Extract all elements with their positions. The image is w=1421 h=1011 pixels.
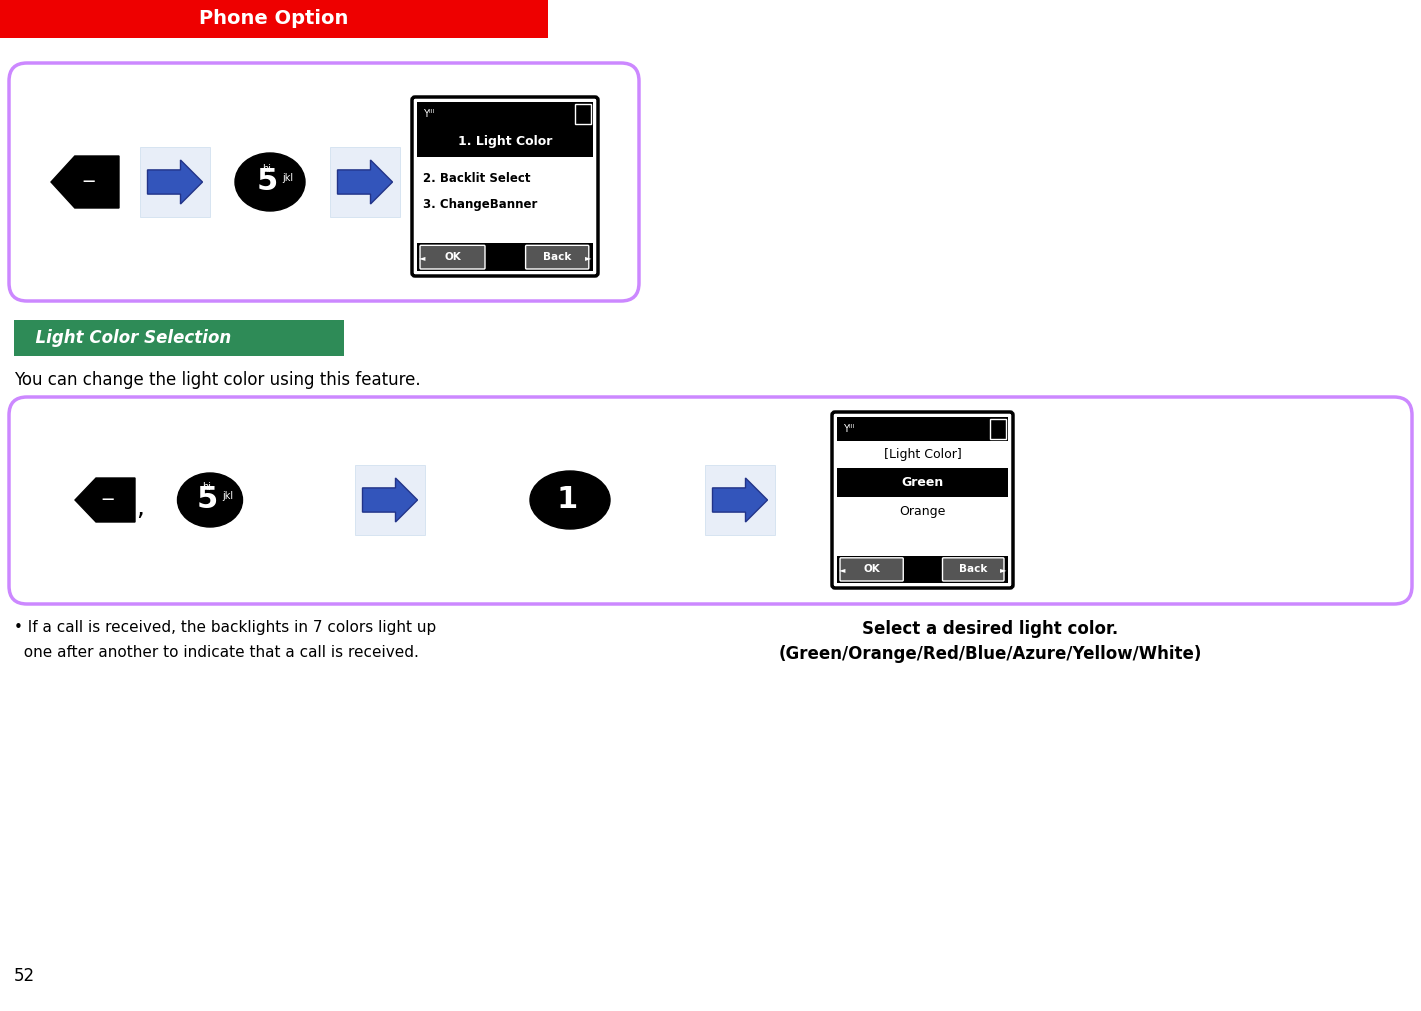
Text: Phone Option: Phone Option [199,9,348,28]
Polygon shape [51,156,119,208]
FancyBboxPatch shape [416,102,593,126]
Text: ►: ► [584,253,591,262]
Text: [Light Color]: [Light Color] [884,448,962,461]
Text: 3. ChangeBanner: 3. ChangeBanner [423,197,537,210]
Text: Orange: Orange [899,504,946,518]
FancyBboxPatch shape [837,417,1007,441]
Ellipse shape [178,473,243,527]
FancyBboxPatch shape [837,468,1007,496]
Polygon shape [75,478,135,522]
Text: —: — [82,176,95,188]
Text: 5: 5 [256,168,277,196]
Text: 1. Light Color: 1. Light Color [458,135,553,149]
Text: ◄: ◄ [838,565,845,574]
Text: hi: hi [263,164,271,174]
FancyBboxPatch shape [416,244,593,271]
Text: 52: 52 [14,967,36,985]
Text: Back: Back [959,564,988,574]
FancyBboxPatch shape [330,147,399,217]
Text: ,: , [136,496,144,520]
FancyBboxPatch shape [840,558,904,581]
FancyBboxPatch shape [576,104,591,124]
Text: • If a call is received, the backlights in 7 colors light up: • If a call is received, the backlights … [14,620,436,635]
FancyBboxPatch shape [412,97,598,276]
Text: Green: Green [901,476,944,489]
Text: 2. Backlit Select: 2. Backlit Select [423,172,530,185]
Text: ◄: ◄ [419,253,425,262]
FancyBboxPatch shape [705,465,774,535]
FancyBboxPatch shape [416,126,593,158]
FancyBboxPatch shape [9,397,1412,604]
Polygon shape [712,478,767,522]
FancyBboxPatch shape [355,465,425,535]
FancyBboxPatch shape [14,320,344,356]
Text: —: — [102,493,114,507]
FancyBboxPatch shape [526,246,588,269]
Polygon shape [338,160,392,204]
FancyBboxPatch shape [0,0,549,38]
Text: hi: hi [203,482,212,492]
Text: jkl: jkl [222,491,233,501]
FancyBboxPatch shape [837,556,1007,583]
Text: OK: OK [863,564,880,574]
Text: ►: ► [999,565,1006,574]
FancyBboxPatch shape [833,412,1013,588]
Polygon shape [362,478,418,522]
Text: (Green/Orange/Red/Blue/Azure/Yellow/White): (Green/Orange/Red/Blue/Azure/Yellow/Whit… [779,645,1202,663]
Text: jkl: jkl [281,173,293,183]
Text: You can change the light color using this feature.: You can change the light color using thi… [14,371,421,389]
Text: Yᴵᴵᴵ: Yᴵᴵᴵ [843,424,854,434]
Text: 🔒: 🔒 [514,252,522,262]
Ellipse shape [234,153,306,211]
FancyBboxPatch shape [942,558,1005,581]
Polygon shape [148,160,203,204]
FancyBboxPatch shape [9,63,639,301]
Text: Yᴵᴵᴵ: Yᴵᴵᴵ [423,109,435,119]
FancyBboxPatch shape [141,147,210,217]
Text: 5: 5 [196,485,217,515]
Ellipse shape [530,471,610,529]
Text: OK: OK [445,252,460,262]
Text: 1: 1 [557,485,577,515]
Text: Back: Back [543,252,571,262]
FancyBboxPatch shape [990,419,1006,439]
Text: Select a desired light color.: Select a desired light color. [863,620,1118,638]
Text: one after another to indicate that a call is received.: one after another to indicate that a cal… [14,645,419,660]
Text: Light Color Selection: Light Color Selection [24,329,232,347]
Text: 🔒: 🔒 [931,564,938,574]
FancyBboxPatch shape [421,246,485,269]
